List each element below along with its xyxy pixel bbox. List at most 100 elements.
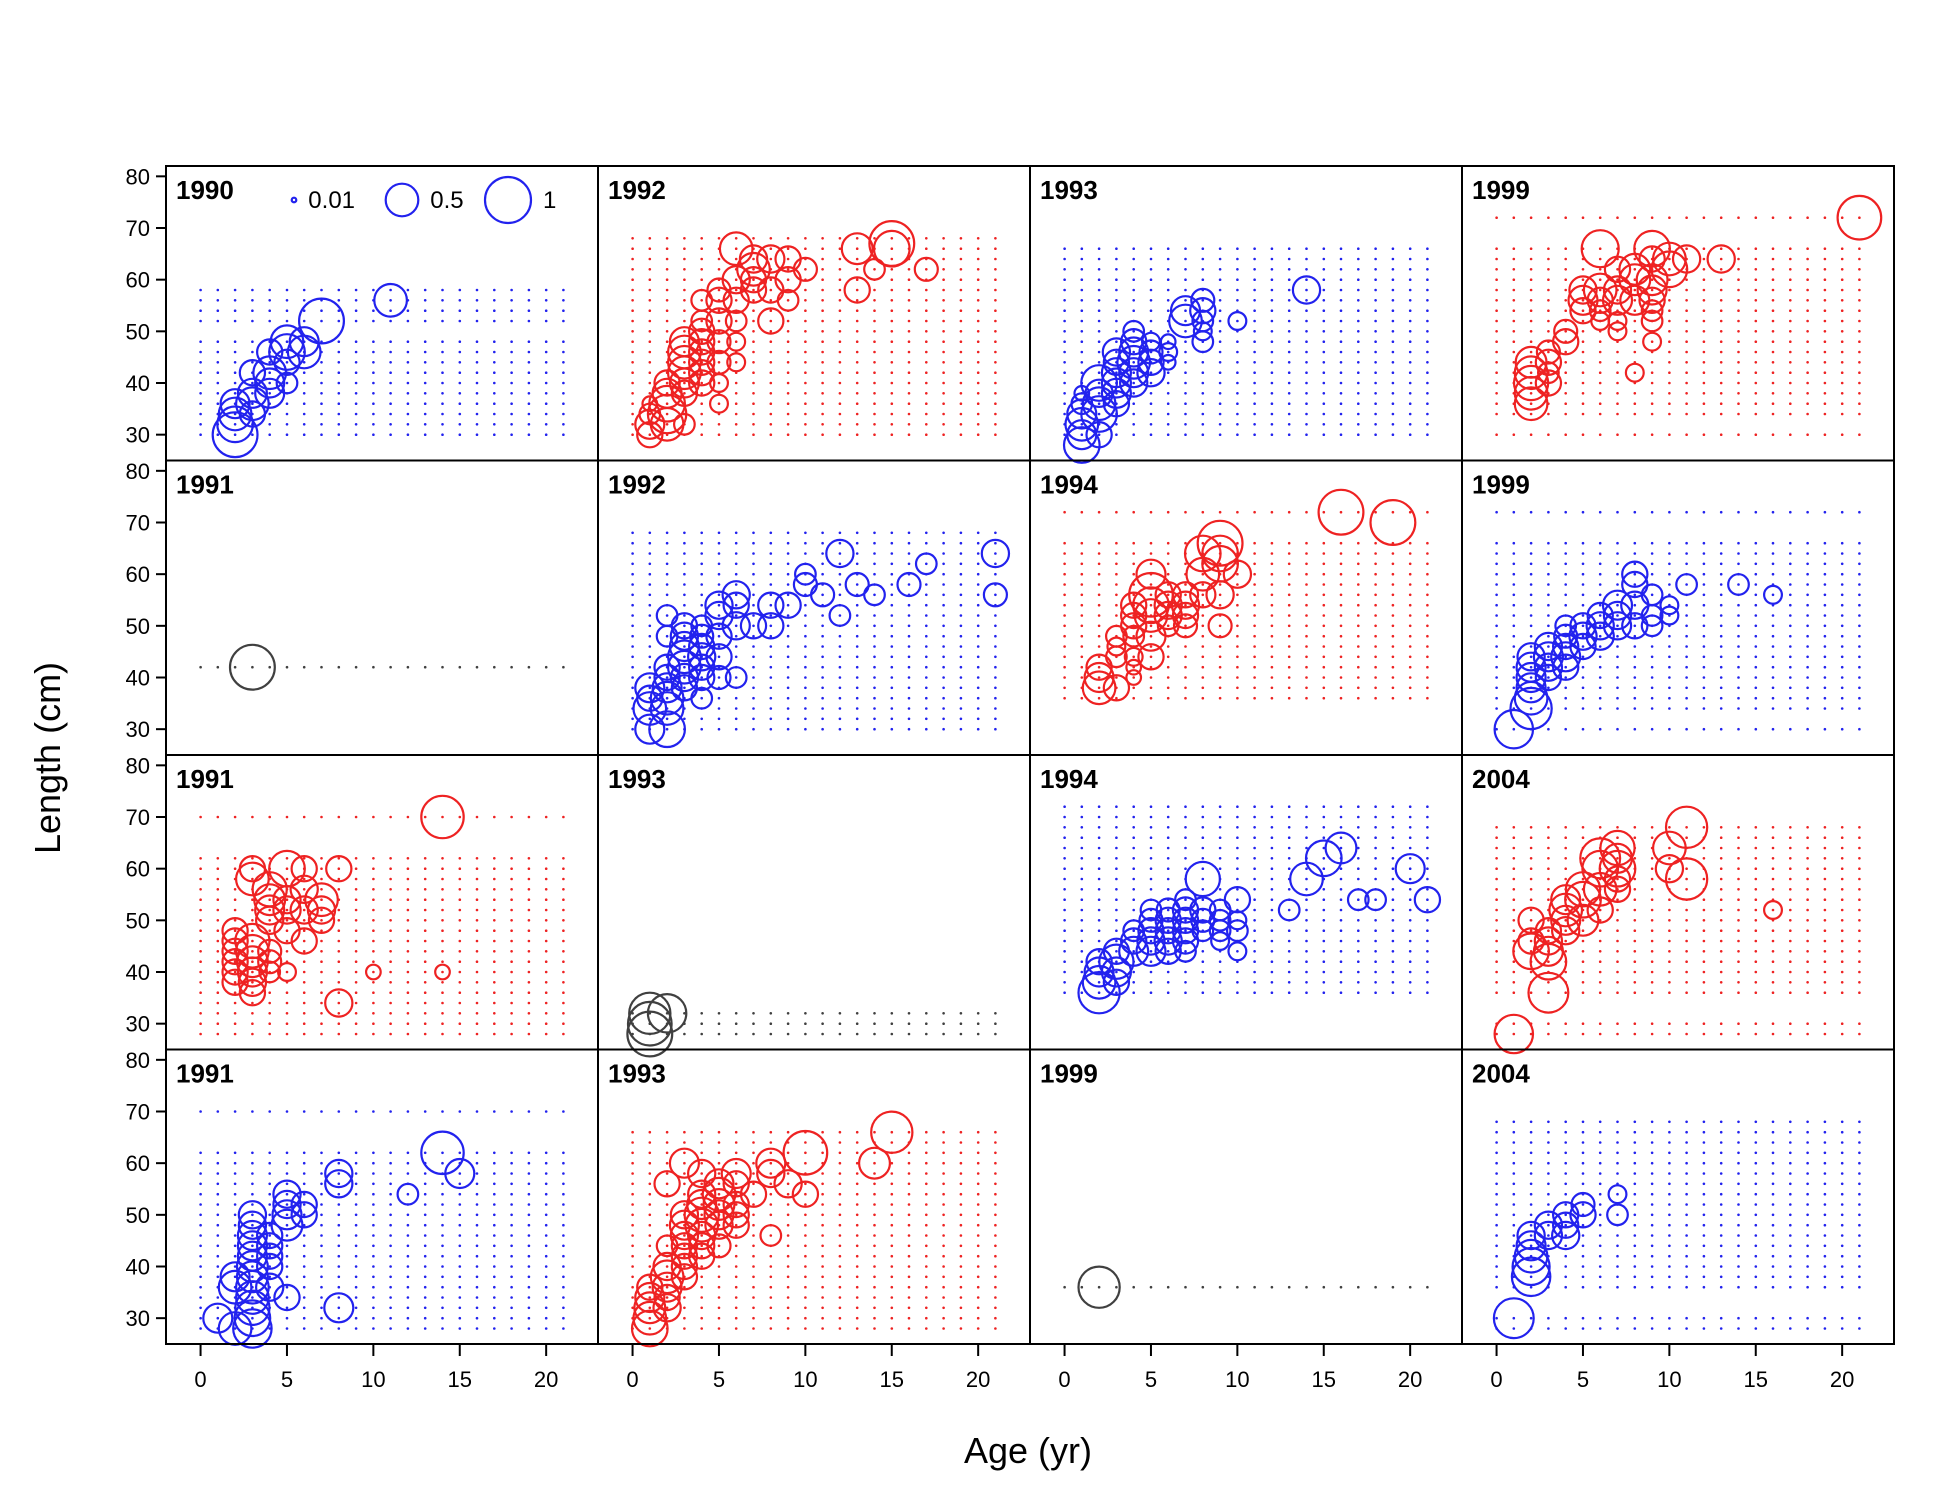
grid-dot	[907, 531, 911, 535]
grid-dot	[942, 603, 945, 607]
grid-dot	[1253, 603, 1256, 607]
grid-dot	[458, 857, 462, 860]
grid-dot	[1166, 857, 1170, 860]
grid-dot	[268, 1022, 272, 1025]
grid-dot	[1426, 361, 1429, 364]
grid-dot	[1858, 707, 1861, 710]
grid-dot	[199, 288, 202, 292]
grid-dot	[804, 1032, 807, 1036]
grid-dot	[1253, 562, 1256, 566]
grid-dot	[1702, 846, 1706, 850]
grid-dot	[1719, 614, 1723, 617]
grid-dot	[683, 655, 686, 659]
bubble-point	[1132, 586, 1170, 625]
grid-dot	[199, 665, 202, 669]
grid-dot	[907, 562, 911, 566]
panel-title: 1992	[608, 470, 666, 500]
grid-dot	[1702, 381, 1706, 385]
grid-dot	[648, 552, 652, 555]
grid-dot	[1512, 919, 1516, 922]
grid-dot	[804, 288, 807, 292]
grid-dot	[976, 562, 980, 566]
grid-dot	[458, 1275, 462, 1279]
grid-dot	[372, 898, 375, 901]
grid-dot	[976, 330, 980, 333]
grid-dot	[562, 288, 565, 292]
grid-dot	[1806, 350, 1809, 354]
grid-dot	[665, 278, 669, 282]
grid-dot	[1737, 634, 1740, 638]
grid-dot	[406, 877, 410, 881]
grid-dot	[1097, 939, 1101, 943]
grid-dot	[1339, 846, 1343, 850]
grid-dot	[216, 1275, 220, 1279]
grid-dot	[873, 1022, 876, 1025]
grid-dot	[1426, 919, 1429, 922]
grid-dot	[855, 645, 859, 648]
grid-dot	[216, 319, 220, 323]
grid-dot	[804, 433, 807, 437]
grid-dot	[216, 815, 220, 819]
grid-dot	[1789, 381, 1792, 385]
grid-dot	[1305, 268, 1308, 271]
grid-dot	[1166, 929, 1170, 932]
grid-dot	[734, 707, 738, 710]
grid-dot	[1080, 898, 1084, 901]
grid-dot	[1512, 877, 1516, 881]
grid-dot	[769, 665, 773, 669]
grid-dot	[1598, 510, 1602, 514]
grid-dot	[855, 268, 859, 271]
grid-dot	[199, 877, 202, 881]
grid-dot	[458, 1244, 462, 1248]
grid-dot	[1270, 541, 1274, 545]
grid-dot	[734, 299, 738, 302]
grid-dot	[1495, 727, 1498, 731]
grid-dot	[475, 319, 479, 323]
grid-dot	[1789, 330, 1792, 333]
grid-dot	[1771, 412, 1775, 416]
grid-dot	[1132, 268, 1135, 271]
grid-dot	[320, 1203, 323, 1206]
grid-dot	[1495, 299, 1498, 302]
grid-dot	[1840, 624, 1844, 628]
grid-dot	[1201, 634, 1205, 638]
grid-dot	[838, 593, 842, 597]
grid-dot	[1598, 645, 1602, 648]
grid-dot	[544, 319, 548, 323]
grid-dot	[1166, 288, 1170, 292]
grid-dot	[1287, 908, 1291, 912]
grid-dot	[855, 696, 859, 700]
grid-dot	[1616, 402, 1619, 406]
bubble-point	[1201, 534, 1239, 573]
grid-dot	[907, 340, 911, 344]
bubble-point	[653, 663, 681, 692]
grid-dot	[786, 665, 790, 669]
grid-dot	[1668, 939, 1671, 943]
grid-dot	[1633, 826, 1637, 829]
bubble-point	[1568, 621, 1598, 651]
grid-dot	[631, 676, 634, 679]
grid-dot	[1806, 634, 1809, 638]
grid-dot	[786, 330, 790, 333]
grid-dot	[1270, 593, 1274, 597]
grid-dot	[1598, 603, 1602, 607]
bubble-point	[1304, 839, 1343, 878]
grid-dot	[1633, 340, 1637, 344]
grid-dot	[752, 309, 755, 313]
grid-dot	[1097, 696, 1101, 700]
bubble-point	[1100, 377, 1133, 409]
grid-dot	[855, 624, 859, 628]
grid-dot	[527, 1234, 531, 1237]
grid-dot	[510, 1234, 513, 1237]
grid-dot	[423, 309, 427, 313]
grid-dot	[1547, 846, 1550, 850]
grid-dot	[354, 371, 358, 375]
grid-dot	[1529, 268, 1533, 271]
grid-dot	[1823, 950, 1827, 953]
grid-dot	[1650, 867, 1654, 870]
bubble-point	[1569, 297, 1597, 325]
grid-dot	[1547, 552, 1550, 555]
grid-dot	[890, 665, 894, 669]
grid-dot	[838, 1012, 842, 1015]
grid-dot	[1184, 624, 1187, 628]
